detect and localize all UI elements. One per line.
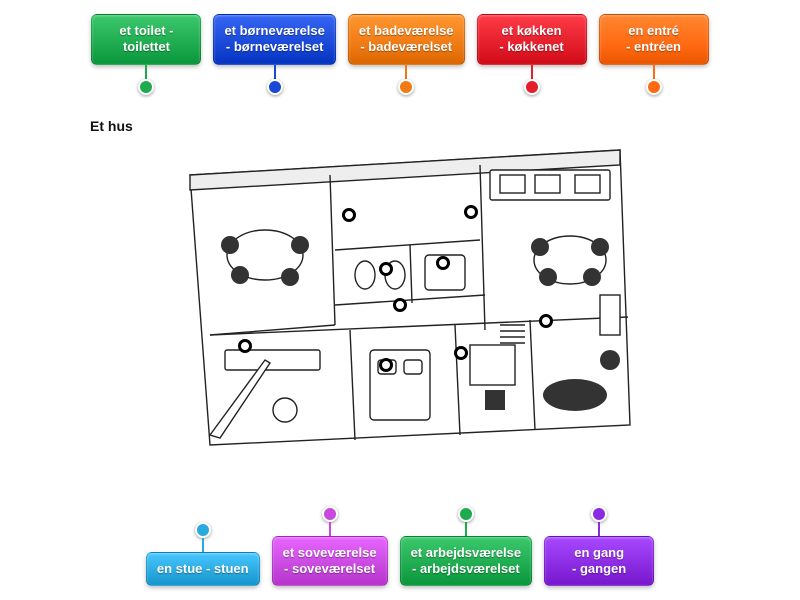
label-stem — [145, 65, 147, 79]
label-stem — [465, 522, 467, 536]
drop-target[interactable] — [464, 205, 478, 219]
label-pin — [458, 506, 474, 522]
label-box[interactable]: en entré - entréen — [599, 14, 709, 65]
house-diagram: Et hus — [80, 110, 720, 470]
label-gang[interactable]: en gang - gangen — [544, 506, 654, 587]
drop-target[interactable] — [436, 256, 450, 270]
label-box[interactable]: et køkken - køkkenet — [477, 14, 587, 65]
label-stem — [329, 522, 331, 536]
label-stem — [598, 522, 600, 536]
label-box[interactable]: et toilet - toilettet — [91, 14, 201, 65]
label-badevaerelse[interactable]: et badeværelse - badeværelset — [348, 14, 465, 95]
drop-target[interactable] — [379, 262, 393, 276]
label-stem — [653, 65, 655, 79]
label-pin — [398, 79, 414, 95]
label-entre[interactable]: en entré - entréen — [599, 14, 709, 95]
label-pin — [322, 506, 338, 522]
label-stem — [405, 65, 407, 79]
drop-target[interactable] — [342, 208, 356, 222]
label-boernevaerelse[interactable]: et børneværelse - børneværelset — [213, 14, 335, 95]
label-toilet[interactable]: et toilet - toilettet — [91, 14, 201, 95]
drop-target[interactable] — [539, 314, 553, 328]
label-sovevaerelse[interactable]: et soveværelse - soveværelset — [272, 506, 388, 587]
label-arbejdsvaerelse[interactable]: et arbejdsværelse - arbejdsværelset — [400, 506, 533, 587]
drop-target[interactable] — [379, 358, 393, 372]
floorplan-image — [170, 135, 640, 455]
label-pin — [195, 522, 211, 538]
label-koekken[interactable]: et køkken - køkkenet — [477, 14, 587, 95]
label-pin — [591, 506, 607, 522]
label-pin — [267, 79, 283, 95]
label-box[interactable]: et soveværelse - soveværelset — [272, 536, 388, 587]
label-pin — [138, 79, 154, 95]
drop-target[interactable] — [238, 339, 252, 353]
label-stem — [274, 65, 276, 79]
label-box[interactable]: en gang - gangen — [544, 536, 654, 587]
drop-target[interactable] — [393, 298, 407, 312]
top-label-row: et toilet - toilettet et børneværelse - … — [0, 14, 800, 95]
label-pin — [524, 79, 540, 95]
label-box[interactable]: et badeværelse - badeværelset — [348, 14, 465, 65]
drop-target[interactable] — [454, 346, 468, 360]
label-stem — [202, 538, 204, 552]
label-pin — [646, 79, 662, 95]
label-stue[interactable]: en stue - stuen — [146, 506, 260, 587]
label-box[interactable]: et arbejdsværelse - arbejdsværelset — [400, 536, 533, 587]
label-box[interactable]: et børneværelse - børneværelset — [213, 14, 335, 65]
label-stem — [531, 65, 533, 79]
bottom-label-row: en stue - stuen et soveværelse - sovevær… — [0, 506, 800, 587]
label-box[interactable]: en stue - stuen — [146, 552, 260, 586]
diagram-title: Et hus — [90, 118, 133, 134]
floorplan-svg — [170, 135, 640, 455]
